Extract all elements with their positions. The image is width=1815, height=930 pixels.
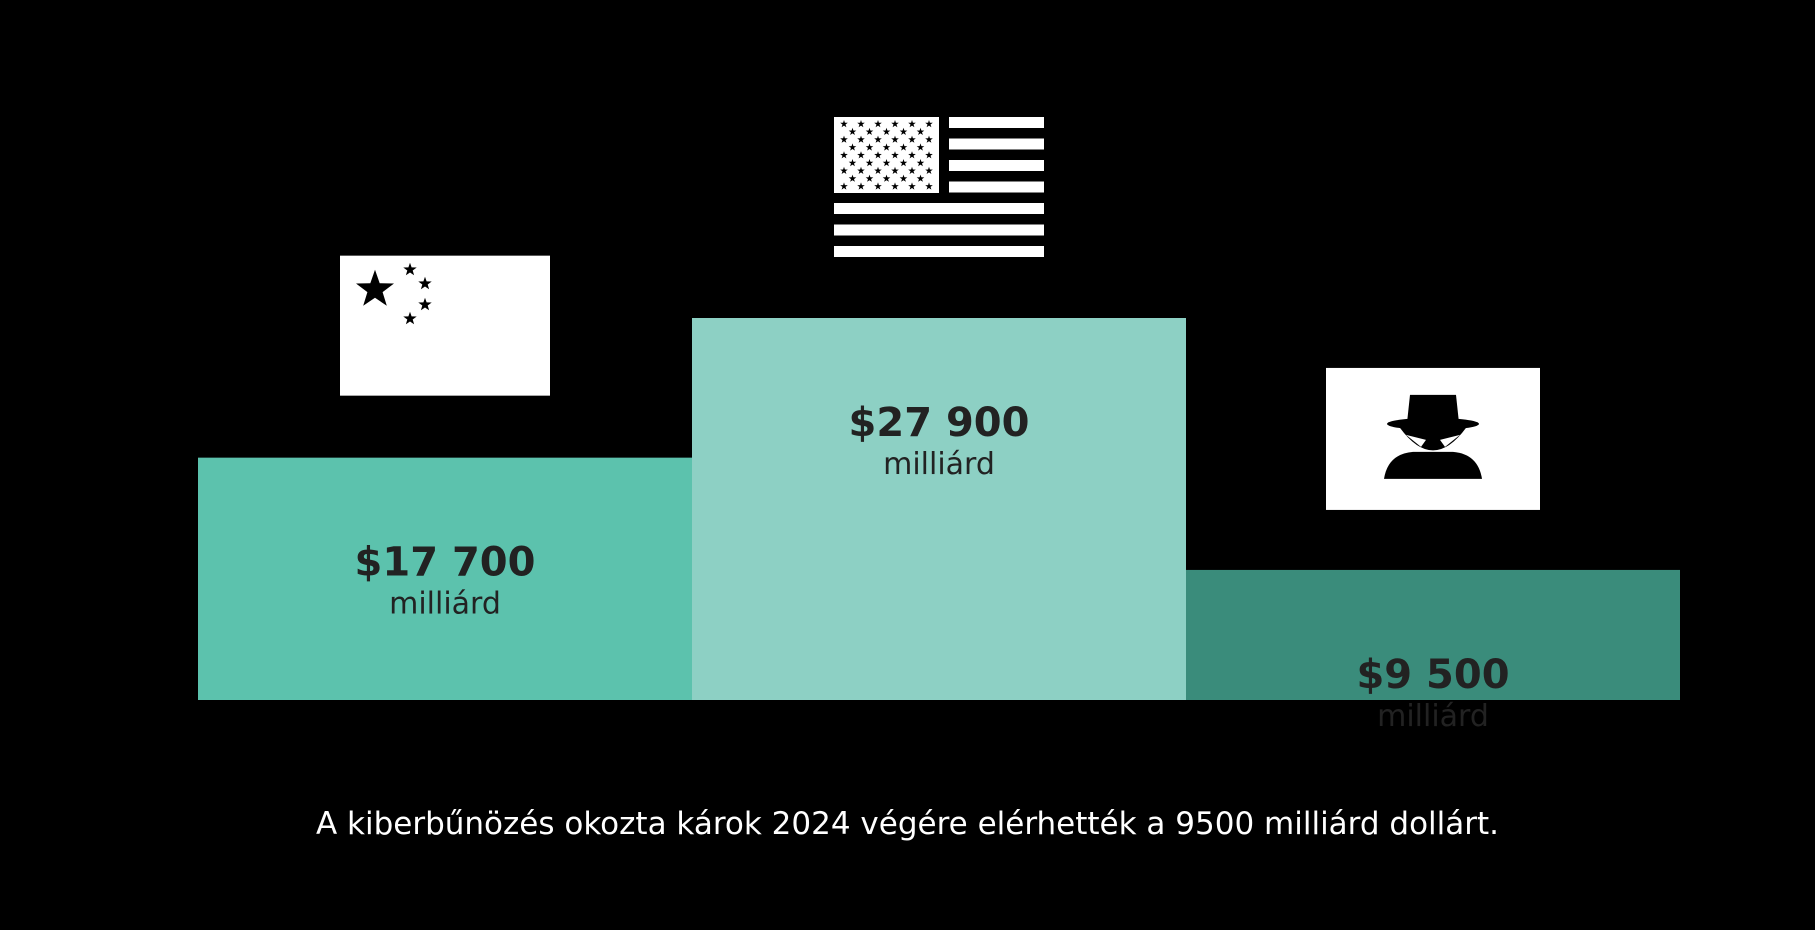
bar-1	[198, 457, 692, 700]
chart-caption: A kiberbűnözés okozta károk 2024 végére …	[315, 806, 1500, 842]
value-label-2: $27 900	[849, 400, 1030, 446]
bar-3	[1186, 569, 1680, 700]
hacker-icon	[1326, 367, 1540, 510]
unit-label-2: milliárd	[883, 447, 995, 482]
value-label-1: $17 700	[355, 540, 536, 586]
bar-2	[692, 318, 1186, 700]
usa-flag-icon	[834, 117, 1044, 257]
unit-label-1: milliárd	[389, 587, 501, 622]
china-flag-icon	[340, 255, 550, 396]
unit-label-3: milliárd	[1377, 699, 1489, 734]
value-label-3: $9 500	[1356, 652, 1509, 698]
